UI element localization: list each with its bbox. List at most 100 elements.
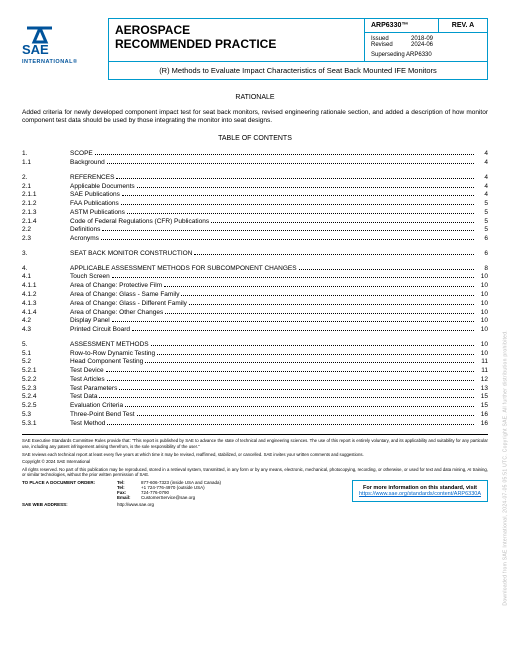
arp-number: ARP6330™: [365, 19, 439, 32]
email-label: Email:: [117, 495, 141, 500]
toc-number: 5.2: [22, 358, 70, 367]
box-link[interactable]: https://www.sae.org/standards/content/AR…: [359, 491, 481, 497]
toc-line: 4.1Touch Screen10: [22, 273, 488, 282]
toc-line: 4.1.3Area of Change: Glass - Different F…: [22, 300, 488, 309]
toc-title: Display Panel: [70, 317, 110, 326]
table-of-contents: 1.SCOPE41.1Background42.REFERENCES42.1Ap…: [22, 150, 488, 428]
toc-page: 12: [476, 376, 488, 385]
toc-page: 4: [476, 159, 488, 168]
toc-line: 5.2Head Component Testing11: [22, 358, 488, 367]
toc-leader: [194, 254, 474, 255]
revision: REV. A: [439, 19, 487, 32]
toc-leader: [189, 304, 474, 305]
toc-group: 3.SEAT BACK MONITOR CONSTRUCTION 6: [22, 250, 488, 259]
toc-page: 15: [476, 402, 488, 411]
toc-title: FAA Publications: [70, 200, 119, 209]
toc-title: Area of Change: Glass - Same Family: [70, 291, 179, 300]
toc-title: ASTM Publications: [70, 209, 125, 218]
toc-title: Touch Screen: [70, 273, 110, 282]
toc-page: 4: [476, 174, 488, 183]
toc-line: 3.SEAT BACK MONITOR CONSTRUCTION 6: [22, 250, 488, 259]
toc-leader: [137, 187, 474, 188]
toc-leader: [165, 313, 474, 314]
toc-title: Three-Point Bend Test: [70, 411, 135, 420]
toc-page: 10: [476, 300, 488, 309]
title-main-cell: AEROSPACE RECOMMENDED PRACTICE: [109, 19, 365, 61]
toc-line: 2.REFERENCES4: [22, 174, 488, 183]
toc-line: 2.3Acronyms6: [22, 235, 488, 244]
superseding: Superseding ARP6330: [371, 52, 481, 58]
order-label: TO PLACE A DOCUMENT ORDER:: [22, 480, 117, 500]
toc-title: Area of Change: Glass - Different Family: [70, 300, 187, 309]
toc-page: 10: [476, 273, 488, 282]
title-block: AEROSPACE RECOMMENDED PRACTICE ARP6330™ …: [108, 18, 488, 80]
watermark-text: Downloaded from SAE International, 2024-…: [503, 330, 509, 606]
toc-page: 5: [476, 200, 488, 209]
toc-line: 2.1.4Code of Federal Regulations (CFR) P…: [22, 218, 488, 227]
toc-line: 1.1Background 4: [22, 159, 488, 168]
toc-line: 5.3Three-Point Bend Test16: [22, 411, 488, 420]
toc-title: Test Method: [70, 420, 105, 429]
title-line2: RECOMMENDED PRACTICE: [115, 37, 358, 51]
toc-title: SEAT BACK MONITOR CONSTRUCTION: [70, 250, 192, 259]
toc-page: 8: [476, 265, 488, 274]
toc-page: 15: [476, 393, 488, 402]
toc-number: 1.1: [22, 159, 70, 168]
title-line1: AEROSPACE: [115, 23, 358, 37]
toc-leader: [107, 380, 474, 381]
toc-heading: TABLE OF CONTENTS: [22, 135, 488, 142]
toc-page: 6: [476, 250, 488, 259]
toc-number: 4.: [22, 265, 70, 274]
toc-line: 5.2.3Test Parameters13: [22, 385, 488, 394]
toc-page: 10: [476, 291, 488, 300]
web-value: http://www.sae.org: [117, 502, 154, 507]
toc-number: 2.1.4: [22, 218, 70, 227]
toc-line: 4.1.4Area of Change: Other Changes10: [22, 309, 488, 318]
toc-leader: [95, 154, 474, 155]
toc-title: Area of Change: Protective Film: [70, 282, 162, 291]
toc-number: 3.: [22, 250, 70, 259]
toc-leader: [299, 269, 474, 270]
toc-leader: [151, 345, 474, 346]
footer-rights: All rights reserved. No part of this pub…: [22, 467, 488, 478]
toc-number: 5.2.1: [22, 367, 70, 376]
toc-number: 5.2.4: [22, 393, 70, 402]
toc-number: 4.1.3: [22, 300, 70, 309]
toc-leader: [121, 204, 474, 205]
document-subtitle: (R) Methods to Evaluate Impact Character…: [109, 61, 487, 79]
toc-number: 2.1.3: [22, 209, 70, 218]
toc-line: 2.1.2FAA Publications5: [22, 200, 488, 209]
toc-title: Test Device: [70, 367, 104, 376]
toc-number: 5.2.3: [22, 385, 70, 394]
date-cell: Issued2018-09 Revised2024-06 Superseding…: [365, 33, 487, 61]
toc-title: Code of Federal Regulations (CFR) Public…: [70, 218, 209, 227]
toc-group: 5.ASSESSMENT METHODS105.1Row-to-Row Dyna…: [22, 341, 488, 429]
toc-leader: [101, 239, 474, 240]
toc-title: Definitions: [70, 226, 100, 235]
sae-logo-icon: SAE: [22, 20, 82, 56]
toc-page: 5: [476, 209, 488, 218]
toc-number: 4.1.4: [22, 309, 70, 318]
toc-title: Row-to-Row Dynamic Testing: [70, 350, 155, 359]
toc-leader: [157, 354, 474, 355]
toc-line: 5.ASSESSMENT METHODS10: [22, 341, 488, 350]
toc-page: 10: [476, 282, 488, 291]
toc-page: 6: [476, 235, 488, 244]
sae-logo-block: SAE INTERNATIONAL®: [22, 18, 100, 65]
toc-number: 4.3: [22, 326, 70, 335]
toc-line: 5.2.2Test Articles12: [22, 376, 488, 385]
toc-leader: [116, 178, 474, 179]
toc-title: Background: [70, 159, 105, 168]
toc-title: ASSESSMENT METHODS: [70, 341, 149, 350]
toc-title: Acronyms: [70, 235, 99, 244]
toc-page: 10: [476, 326, 488, 335]
toc-page: 5: [476, 226, 488, 235]
toc-number: 5.: [22, 341, 70, 350]
toc-number: 2.2: [22, 226, 70, 235]
footer-p2: SAE reviews each technical report at lea…: [22, 452, 488, 458]
toc-title: Evaluation Criteria: [70, 402, 123, 411]
toc-line: 5.1Row-to-Row Dynamic Testing10: [22, 350, 488, 359]
revised-label: Revised: [371, 42, 411, 48]
toc-leader: [145, 362, 474, 363]
toc-line: 4.3Printed Circuit Board10: [22, 326, 488, 335]
